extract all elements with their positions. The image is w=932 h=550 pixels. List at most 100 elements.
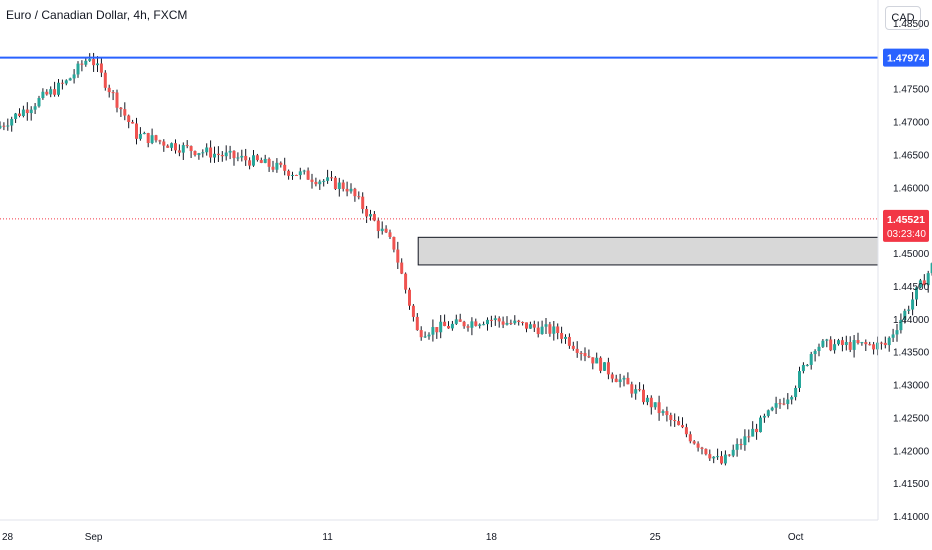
bullish-candle [661, 411, 665, 414]
bearish-candle [193, 151, 197, 156]
bullish-candle [213, 153, 216, 158]
x-tick-label: 28 [2, 532, 14, 543]
currency-button[interactable]: CAD [885, 6, 921, 30]
bearish-candle [447, 326, 450, 329]
bullish-candle [88, 58, 92, 61]
y-tick-label: 1.42500 [893, 413, 930, 424]
bullish-candle [907, 309, 911, 311]
bearish-candle [720, 456, 723, 464]
bearish-candle [283, 164, 287, 171]
bullish-candle [801, 365, 805, 372]
bullish-candle [302, 170, 306, 172]
bullish-candle [0, 125, 2, 129]
bearish-candle [80, 63, 84, 65]
bullish-candle [903, 310, 907, 320]
bearish-candle [244, 155, 248, 161]
bearish-candle [591, 357, 595, 364]
bearish-candle [649, 397, 653, 408]
bearish-candle [53, 89, 57, 95]
bearish-candle [474, 321, 478, 326]
bearish-candle [333, 177, 337, 189]
bearish-candle [626, 377, 630, 385]
bearish-candle [700, 447, 704, 449]
bearish-candle [107, 87, 111, 93]
bullish-candle [731, 449, 735, 456]
demand-zone-layer [417, 236, 879, 266]
bullish-candle [505, 322, 509, 325]
bullish-candle [318, 181, 322, 185]
bullish-candle [887, 337, 891, 346]
bearish-candle [345, 188, 349, 192]
bearish-candle [392, 236, 396, 250]
bearish-candle [583, 353, 587, 357]
bearish-candle [123, 109, 127, 116]
bullish-candle [899, 319, 903, 331]
bullish-candle [142, 133, 146, 135]
bullish-candle [380, 228, 384, 232]
bearish-candle [119, 107, 123, 110]
bearish-candle [419, 330, 423, 338]
bullish-candle [774, 403, 778, 408]
countdown-label: 03:23:40 [887, 229, 926, 240]
bearish-candle [158, 140, 162, 142]
bullish-candle [96, 63, 99, 66]
bearish-candle [840, 340, 844, 346]
bearish-candle [587, 356, 591, 358]
bullish-candle [482, 324, 486, 326]
bearish-candle [45, 91, 49, 95]
bearish-candle [294, 174, 298, 176]
bearish-candle [306, 170, 310, 180]
bullish-candle [528, 324, 532, 329]
bearish-candle [536, 327, 540, 335]
bullish-candle [762, 415, 766, 418]
bearish-candle [259, 160, 263, 163]
bearish-candle [521, 321, 525, 323]
bearish-candle [166, 145, 170, 148]
bullish-candle [645, 397, 649, 403]
y-tick-label: 1.42000 [893, 446, 930, 457]
bullish-candle [454, 319, 458, 324]
bullish-candle [825, 339, 829, 341]
bullish-candle [552, 326, 556, 334]
bearish-candle [443, 321, 447, 327]
bearish-candle [567, 336, 571, 346]
bearish-candle [341, 182, 345, 189]
bearish-candle [599, 357, 603, 371]
bearish-candle [606, 362, 610, 375]
bearish-candle [388, 232, 392, 237]
bullish-candle [735, 443, 739, 450]
bearish-candle [135, 123, 138, 139]
bearish-candle [556, 326, 560, 334]
bearish-candle [372, 214, 376, 221]
y-tick-label: 1.46000 [893, 183, 930, 194]
last-price-label: 1.45521 [887, 214, 925, 226]
bullish-candle [622, 377, 626, 380]
bullish-candle [21, 109, 25, 116]
bullish-candle [564, 336, 567, 339]
bullish-candle [891, 334, 895, 338]
bullish-candle [240, 155, 244, 158]
bullish-candle [64, 80, 68, 84]
bullish-candle [427, 334, 431, 337]
bearish-candle [782, 403, 786, 405]
bullish-candle [911, 299, 915, 310]
bearish-candle [868, 344, 872, 346]
last-price-label-box [883, 209, 929, 242]
bearish-candle [677, 421, 681, 426]
bullish-candle [595, 357, 599, 364]
bearish-candle [692, 441, 696, 444]
bullish-candle [813, 351, 817, 355]
bearish-candle [435, 327, 439, 333]
bearish-candle [25, 109, 29, 114]
bullish-candle [844, 342, 848, 346]
bearish-candle [571, 345, 575, 349]
y-tick-label: 1.44500 [893, 282, 930, 293]
bearish-candle [864, 342, 868, 345]
bullish-candle [291, 174, 294, 176]
bullish-candle [486, 319, 489, 325]
bullish-candle [275, 162, 279, 170]
bearish-candle [681, 425, 684, 428]
bullish-candle [6, 125, 10, 127]
bearish-candle [131, 121, 135, 124]
